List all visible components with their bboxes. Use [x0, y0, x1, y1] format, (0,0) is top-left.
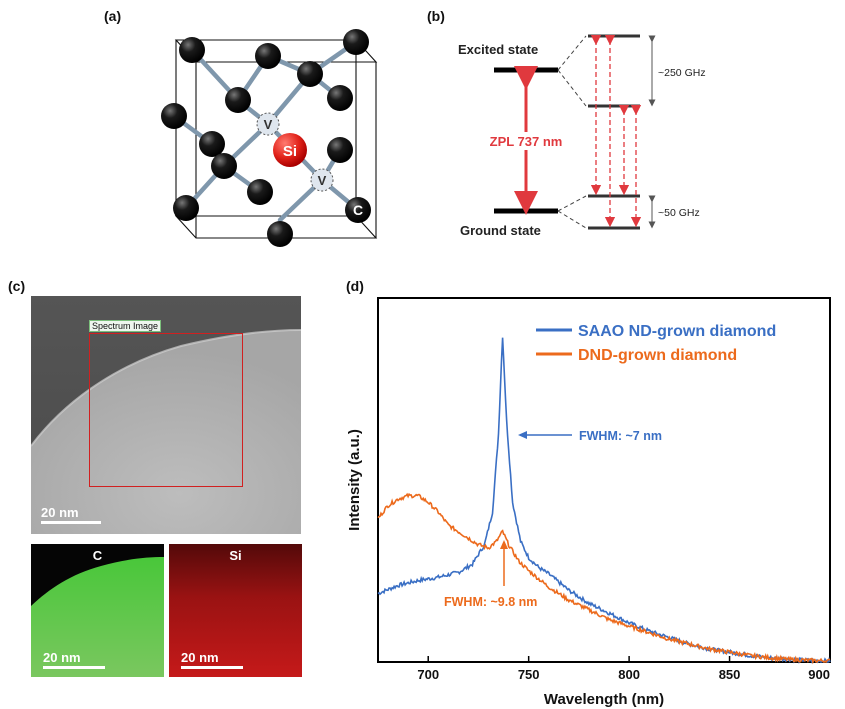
ground-splitting-label: ~50 GHz: [658, 207, 700, 219]
excited-state-label: Excited state: [458, 42, 538, 57]
series-layer: [377, 337, 831, 665]
x-tick-label-750: 750: [518, 667, 540, 682]
crystal-structure: C V V Si: [161, 29, 378, 247]
x-axis-label: Wavelength (nm): [544, 691, 664, 708]
eds-si-scale-bar: 20 nm: [181, 650, 243, 669]
eds-map-si: Si 20 nm: [169, 544, 302, 677]
x-tick-label-850: 850: [719, 667, 741, 682]
panel-c-label: (c): [8, 278, 26, 294]
excited-splitting-label: ~250 GHz: [658, 67, 706, 79]
legend-label-2: DND-grown diamond: [578, 347, 737, 364]
eds-map-c: C 20 nm: [31, 544, 164, 677]
zpl-label: ZPL 737 nm: [490, 134, 563, 149]
carbon-atom-label: C: [353, 202, 363, 218]
eds-c-scale-bar: 20 nm: [43, 650, 105, 669]
vacancy-label-2: V: [318, 173, 327, 188]
legend: SAAO ND-grown diamond DND-grown diamond: [536, 323, 776, 364]
fwhm-blue-arrowhead: [518, 431, 527, 439]
panel-d-label: (d): [346, 278, 364, 294]
legend-label-1: SAAO ND-grown diamond: [578, 323, 776, 340]
stem-scale-bar: 20 nm: [41, 505, 101, 524]
eds-c-title: C: [92, 548, 103, 563]
series-line-1: [377, 337, 831, 665]
eds-c-scale-label: 20 nm: [43, 650, 81, 665]
eds-si-title: Si: [229, 548, 242, 563]
pl-spectrum-chart: 700 750 800 850 900 SAAO ND-grown diamond DND…: [346, 297, 831, 708]
panel-a-label: (a): [104, 8, 122, 24]
stem-image: Spectrum Image 20 nm: [31, 296, 301, 534]
spectrum-image-label: Spectrum Image: [89, 320, 162, 332]
x-axis-ticks: 700 750 800 850 900: [417, 656, 831, 682]
x-tick-label-900: 900: [808, 667, 830, 682]
fwhm-blue-label: FWHM: ~7 nm: [579, 429, 662, 443]
ground-state-label: Ground state: [460, 223, 541, 238]
vacancy-label-1: V: [264, 117, 273, 132]
x-tick-label-700: 700: [417, 667, 439, 682]
series-line-2: [377, 492, 831, 665]
fwhm-orange-label: FWHM: ~9.8 nm: [444, 595, 537, 609]
fwhm-orange-arrowhead: [500, 540, 508, 549]
eds-si-scale-label: 20 nm: [181, 650, 219, 665]
stem-scale-label: 20 nm: [41, 505, 79, 520]
panel-b-label: (b): [427, 8, 445, 24]
plot-frame: [377, 297, 831, 663]
spectrum-image-roi: [89, 333, 243, 487]
x-tick-label-800: 800: [618, 667, 640, 682]
si-atom-label: Si: [283, 143, 297, 160]
y-axis-label: Intensity (a.u.): [346, 429, 363, 531]
energy-level-diagram: Excited state Ground state ZPL 737 nm ~2…: [458, 34, 706, 238]
